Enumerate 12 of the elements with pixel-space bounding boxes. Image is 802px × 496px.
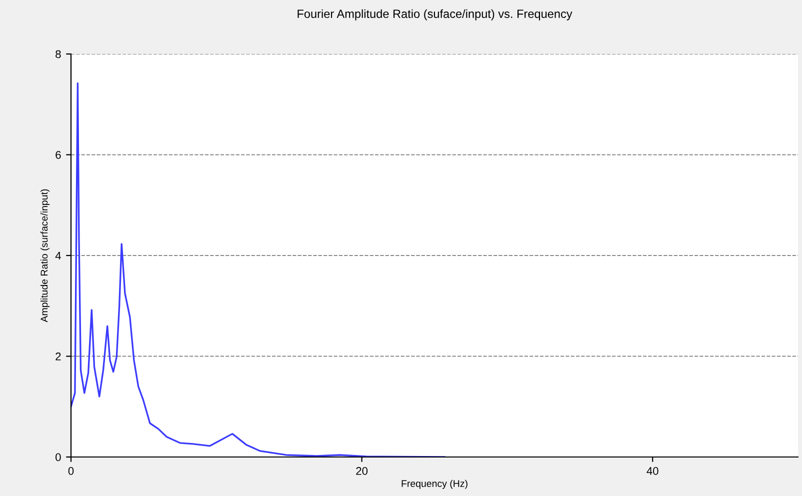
- y-tick-label: 4: [55, 252, 61, 260]
- y-tick-label: 2: [56, 352, 61, 360]
- x-tick-label: 40: [646, 467, 658, 475]
- y-tick-label: 6: [56, 151, 61, 159]
- y-tick-label: 8: [56, 50, 61, 58]
- x-tick-label: 20: [356, 467, 368, 475]
- chart-title: Fourier Amplitude Ratio (suface/input) vs. Frequency: [298, 9, 572, 20]
- x-axis-title: Frequency (Hz): [402, 480, 468, 489]
- line-series: [71, 82, 446, 457]
- y-axis-title: Amplitude Ratio (surface/input): [40, 189, 50, 322]
- y-tick-label: 0: [56, 453, 61, 462]
- x-tick-label: 0: [68, 467, 74, 475]
